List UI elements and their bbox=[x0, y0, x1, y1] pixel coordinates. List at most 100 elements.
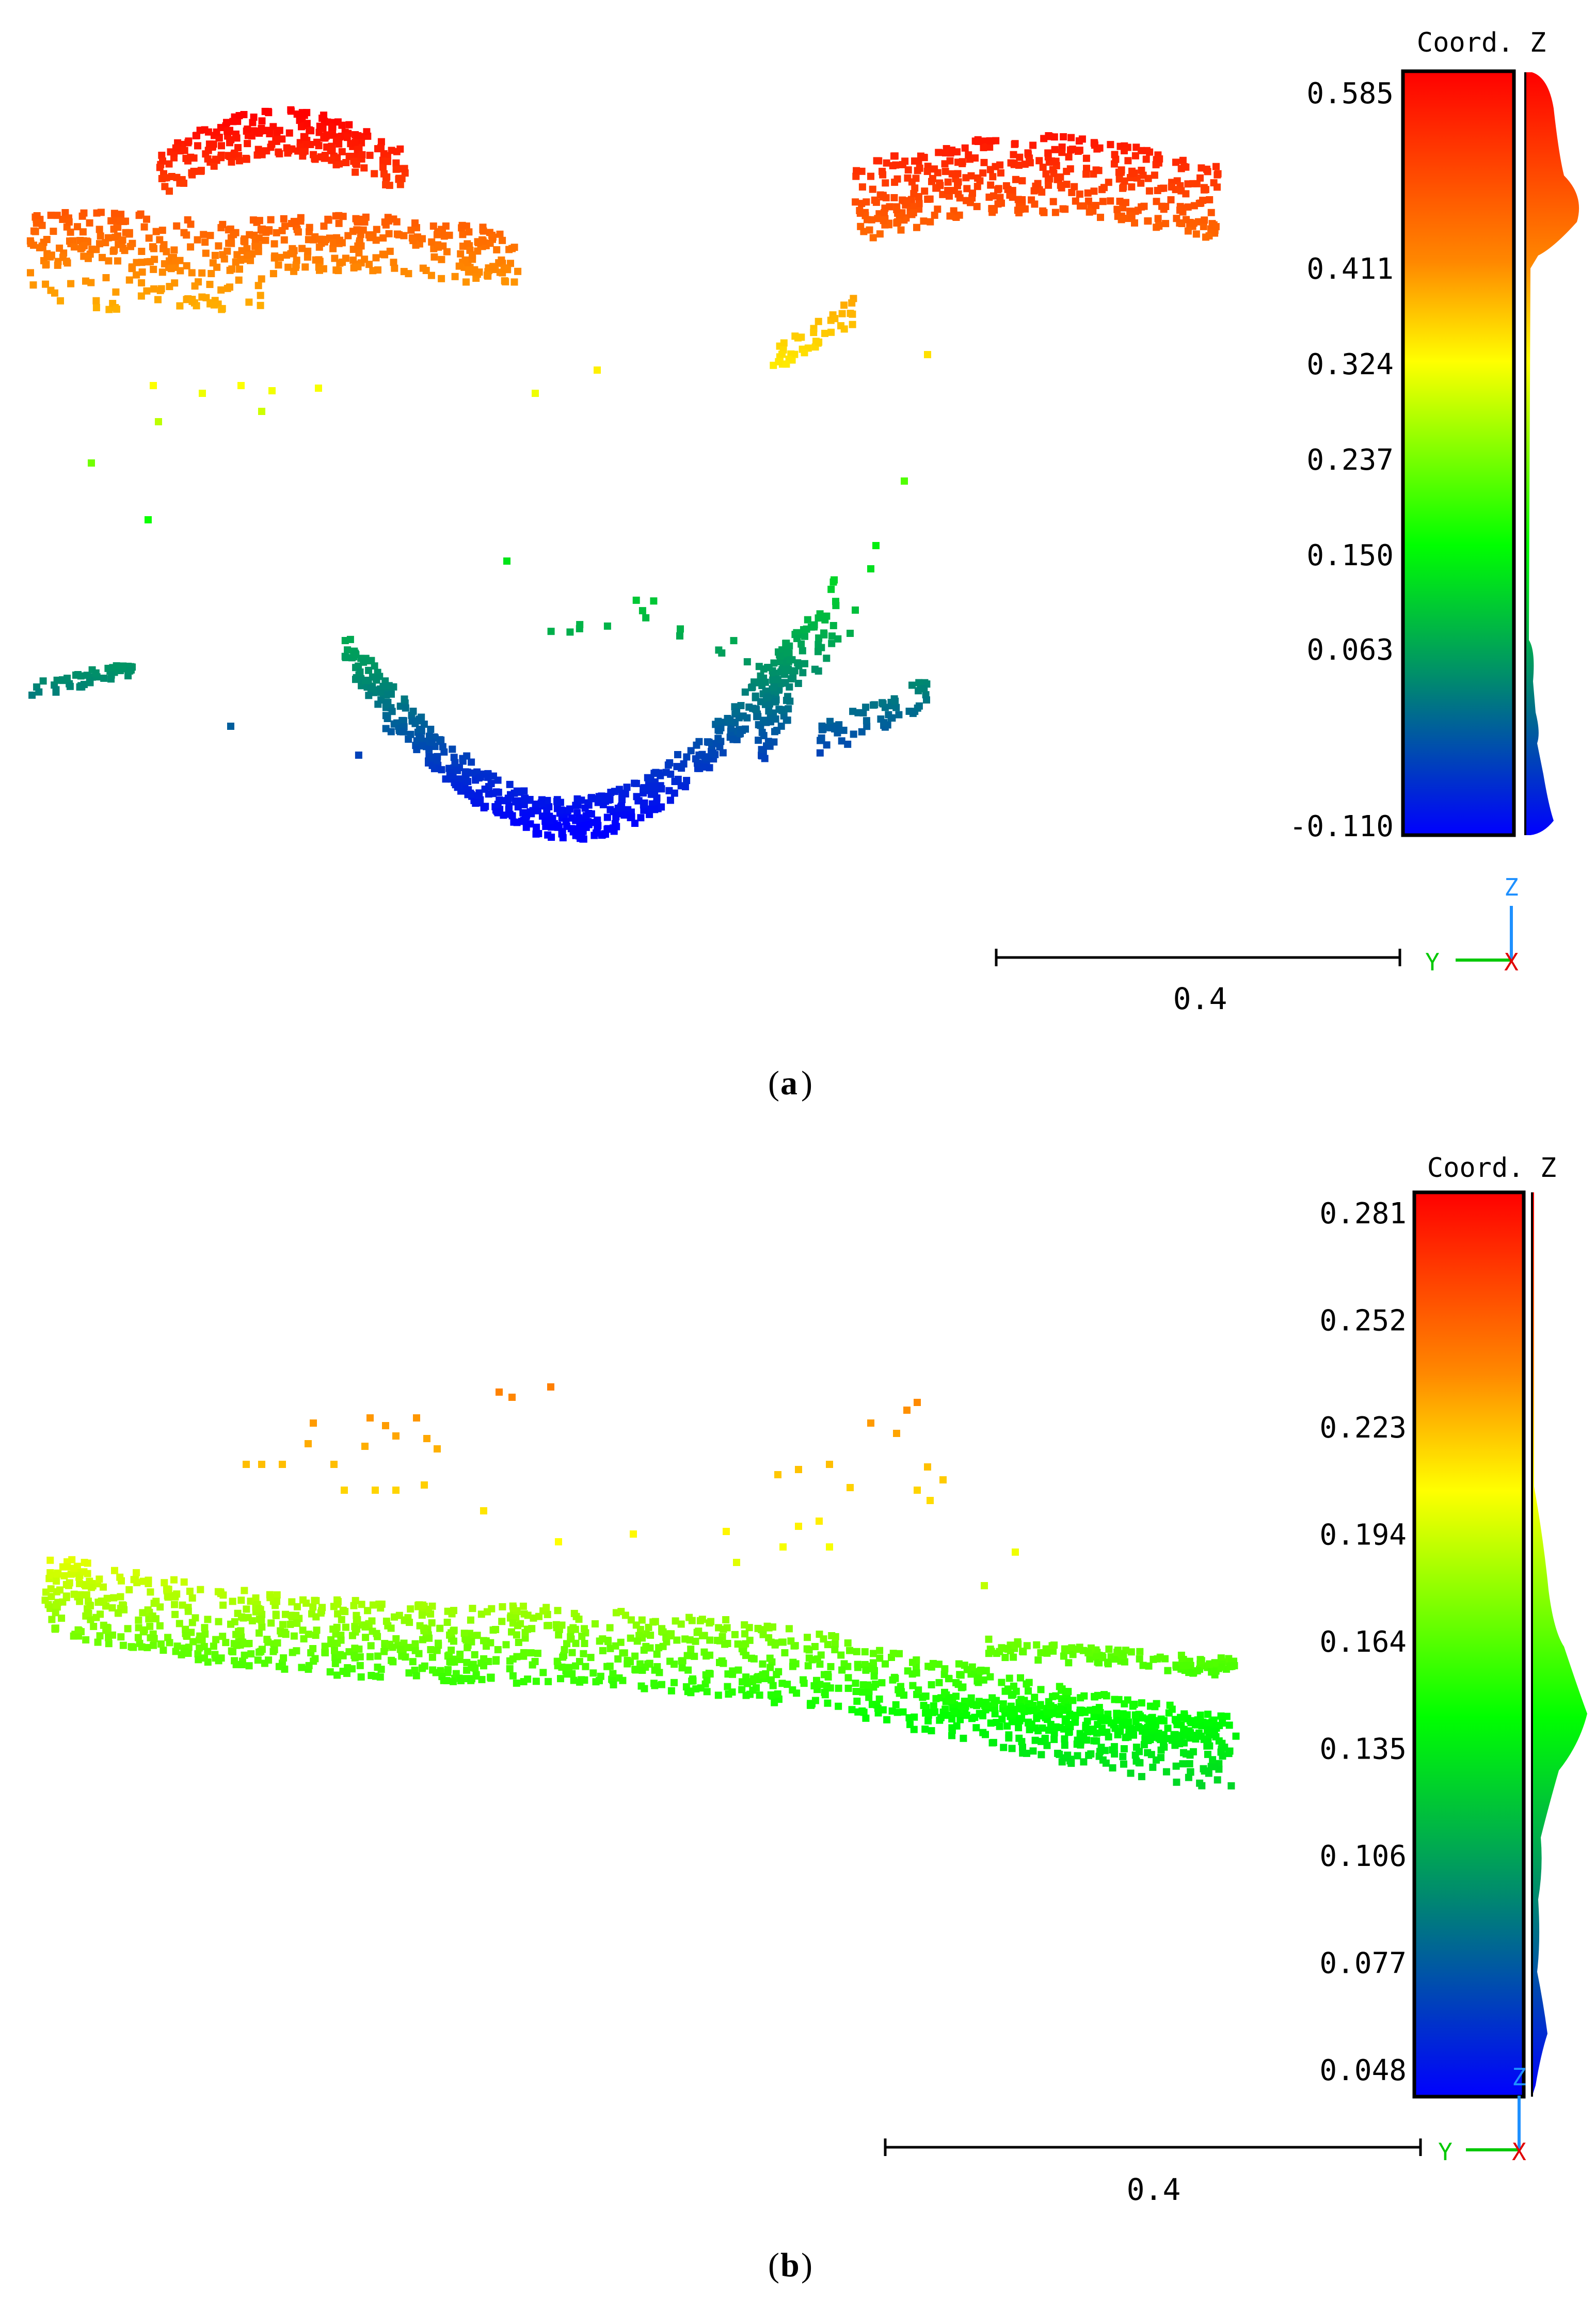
cloud-point bbox=[909, 710, 917, 717]
cloud-point bbox=[959, 1703, 967, 1710]
cloud-point bbox=[827, 1663, 835, 1670]
cloud-point bbox=[117, 1633, 125, 1641]
cloud-point bbox=[883, 159, 890, 167]
cloud-point bbox=[362, 677, 370, 684]
cloud-point bbox=[743, 658, 751, 666]
cloud-point bbox=[935, 149, 943, 156]
cloud-point bbox=[330, 1461, 338, 1468]
cloud-point bbox=[1002, 182, 1010, 189]
cloud-point bbox=[1061, 205, 1069, 213]
cloud-point bbox=[227, 136, 235, 143]
cloud-point bbox=[692, 1637, 699, 1645]
cloud-point bbox=[1077, 1741, 1084, 1749]
cloud-point bbox=[1050, 1735, 1058, 1743]
cloud-point bbox=[215, 1618, 222, 1625]
cloud-point bbox=[828, 632, 836, 640]
cloud-point bbox=[92, 304, 100, 311]
cloud-point bbox=[773, 727, 781, 735]
cloud-point bbox=[156, 236, 164, 244]
cloud-point bbox=[867, 565, 874, 572]
cloud-point bbox=[976, 177, 984, 185]
cloud-point bbox=[545, 803, 553, 810]
cloud-point bbox=[632, 1666, 640, 1674]
cloud-point bbox=[539, 1669, 547, 1677]
cloud-point bbox=[1006, 1674, 1013, 1682]
cloud-point bbox=[186, 1587, 194, 1595]
cloud-point bbox=[820, 629, 827, 637]
cloud-point bbox=[343, 1669, 350, 1677]
cloud-point bbox=[387, 728, 395, 736]
cloud-point bbox=[250, 114, 258, 121]
cloud-point bbox=[972, 1724, 980, 1732]
cloud-point bbox=[180, 1578, 188, 1586]
cloud-point bbox=[871, 701, 879, 709]
cloud-point bbox=[427, 272, 435, 279]
cloud-point bbox=[421, 1481, 428, 1489]
cloud-point bbox=[917, 152, 924, 160]
cloud-point bbox=[342, 159, 350, 166]
cloud-point bbox=[793, 1689, 801, 1697]
cloud-point bbox=[685, 1687, 693, 1695]
cloud-point bbox=[172, 144, 180, 152]
cloud-point bbox=[261, 1659, 268, 1667]
cloud-point bbox=[88, 1584, 95, 1591]
cloud-point bbox=[787, 656, 794, 664]
cloud-point bbox=[379, 234, 387, 242]
cloud-point bbox=[233, 134, 241, 142]
cloud-point bbox=[48, 1571, 56, 1579]
cloud-point bbox=[747, 684, 755, 692]
cloud-point bbox=[1063, 168, 1071, 175]
cloud-point bbox=[42, 261, 50, 269]
cloud-point bbox=[477, 1659, 485, 1667]
cloud-point bbox=[205, 140, 213, 148]
cloud-point bbox=[329, 245, 337, 252]
cloud-point bbox=[665, 787, 673, 794]
cloud-point bbox=[158, 151, 166, 159]
cloud-point bbox=[219, 220, 227, 228]
cloud-point bbox=[774, 1690, 781, 1698]
cloud-point bbox=[1204, 1711, 1212, 1718]
cloud-point bbox=[467, 1616, 474, 1624]
cloud-point bbox=[1177, 187, 1185, 195]
cloud-point bbox=[1044, 149, 1052, 157]
cloud-point bbox=[1141, 1729, 1149, 1737]
cloud-point bbox=[457, 1677, 465, 1684]
cloud-point bbox=[331, 1647, 338, 1654]
cloud-point bbox=[1198, 1657, 1205, 1665]
cloud-point bbox=[1173, 1778, 1180, 1786]
cloud-point bbox=[316, 266, 323, 274]
cloud-point bbox=[1105, 1646, 1113, 1653]
cloud-point bbox=[292, 264, 299, 271]
cloud-point bbox=[526, 820, 534, 828]
cloud-point bbox=[271, 252, 279, 260]
cloud-point bbox=[113, 305, 120, 313]
cloud-point bbox=[1137, 179, 1145, 187]
cloud-point bbox=[599, 1647, 607, 1654]
colorbar-tick-label: 0.063 bbox=[1306, 633, 1394, 667]
cloud-point bbox=[816, 1518, 823, 1525]
cloud-point bbox=[1076, 190, 1083, 198]
cloud-point bbox=[746, 1690, 754, 1698]
cloud-point bbox=[546, 817, 554, 824]
cloud-point bbox=[1018, 1705, 1026, 1713]
cloud-point bbox=[438, 766, 445, 774]
cloud-point bbox=[416, 1622, 424, 1630]
cloud-point bbox=[238, 247, 246, 254]
cloud-point bbox=[1131, 152, 1139, 159]
cloud-point bbox=[449, 745, 456, 753]
cloud-point bbox=[292, 1611, 300, 1619]
cloud-point bbox=[76, 1591, 84, 1599]
cloud-point bbox=[238, 1661, 246, 1668]
cloud-point bbox=[428, 1619, 436, 1627]
cloud-point bbox=[1142, 155, 1150, 163]
cloud-point bbox=[350, 1602, 358, 1609]
cloud-point bbox=[1157, 1746, 1165, 1754]
cloud-point bbox=[217, 286, 225, 294]
cloud-point bbox=[1045, 1727, 1052, 1734]
cloud-point bbox=[929, 1659, 937, 1667]
cloud-point bbox=[429, 1666, 437, 1674]
cloud-point bbox=[521, 1634, 529, 1642]
cloud-point bbox=[816, 749, 824, 757]
cloud-point bbox=[268, 387, 276, 394]
cloud-point bbox=[579, 827, 587, 835]
